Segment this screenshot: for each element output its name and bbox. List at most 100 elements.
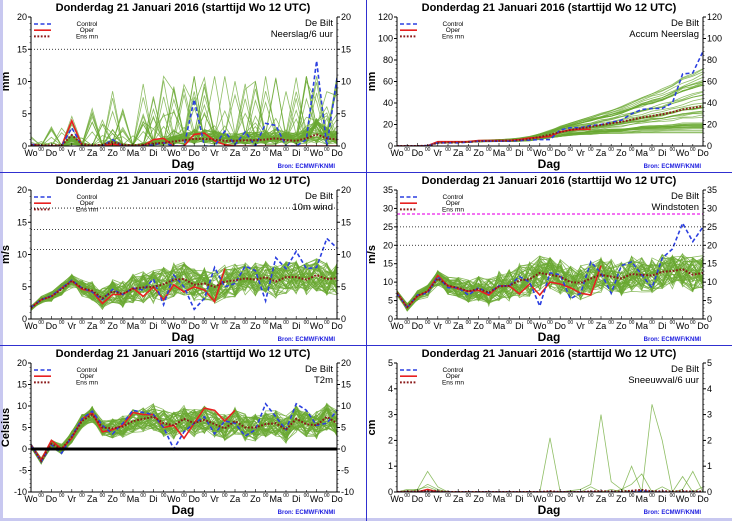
y-tick-label-right: 10 xyxy=(341,77,351,87)
x-hour-label: 00 xyxy=(242,493,248,499)
x-day-label: Za xyxy=(453,321,464,331)
x-day-label: Do xyxy=(554,148,566,158)
x-day-label: Vr xyxy=(210,321,219,331)
x-day-label: Zo xyxy=(473,494,484,504)
y-tick-label-right: 5 xyxy=(707,358,712,368)
x-day-label: Wo xyxy=(24,494,37,504)
chart-title: Donderdag 21 Januari 2016 (starttijd Wo … xyxy=(56,2,311,14)
legend-label: Ens mn xyxy=(442,206,464,213)
x-hour-label: 00 xyxy=(202,147,208,153)
x-hour-label: 00 xyxy=(547,320,553,326)
x-hour-label: 00 xyxy=(404,320,410,326)
chart-panel-snow: Donderdag 21 Januari 2016 (starttijd Wo … xyxy=(366,346,732,519)
panel-divider-row1 xyxy=(0,172,732,173)
x-hour-label: 00 xyxy=(670,493,676,499)
x-hour-label: 00 xyxy=(445,320,451,326)
legend-label: Ens mn xyxy=(76,33,98,40)
ens-mean-line xyxy=(397,268,703,309)
x-hour-label: 00 xyxy=(324,493,330,499)
y-axis-label: m/s xyxy=(0,245,12,264)
x-axis-label: Dag xyxy=(538,330,561,344)
chart-title: Donderdag 21 Januari 2016 (starttijd Wo … xyxy=(422,2,677,14)
y-tick-label-left: 0 xyxy=(388,141,393,151)
x-day-label: Wo xyxy=(533,148,546,158)
x-day-label: Vr xyxy=(576,321,585,331)
x-hour-label: 00 xyxy=(506,147,512,153)
x-day-label: Zo xyxy=(473,321,484,331)
x-day-label: Do xyxy=(697,148,709,158)
y-tick-label-left: 25 xyxy=(383,222,393,232)
chart-title: Donderdag 21 Januari 2016 (starttijd Wo … xyxy=(422,175,677,187)
x-hour-label: 00 xyxy=(59,147,65,153)
x-hour-label: 00 xyxy=(100,147,106,153)
x-hour-label: 00 xyxy=(202,320,208,326)
y-tick-label-left: 10 xyxy=(17,250,27,260)
x-day-label: Zo xyxy=(250,494,261,504)
x-hour-label: 00 xyxy=(588,147,594,153)
x-day-label: Ma xyxy=(127,148,140,158)
x-day-label: Ma xyxy=(493,148,506,158)
x-hour-label: 00 xyxy=(649,493,655,499)
y-tick-label-left: 35 xyxy=(383,185,393,195)
x-hour-label: 00 xyxy=(425,147,431,153)
y-tick-label-right: 20 xyxy=(341,185,351,195)
x-hour-label: 00 xyxy=(608,320,614,326)
legend-label: Control xyxy=(443,367,465,374)
ensemble-member-line xyxy=(397,414,703,492)
x-day-label: Ma xyxy=(127,494,140,504)
x-hour-label: 00 xyxy=(568,320,574,326)
x-day-label: Ma xyxy=(270,148,283,158)
y-tick-label-left: 30 xyxy=(383,203,393,213)
y-tick-label-right: 15 xyxy=(341,380,351,390)
x-hour-label: 00 xyxy=(568,147,574,153)
y-tick-label-left: 20 xyxy=(17,358,27,368)
y-tick-label-right: 5 xyxy=(341,423,346,433)
chart-title: Donderdag 21 Januari 2016 (starttijd Wo … xyxy=(56,175,311,187)
x-day-label: Zo xyxy=(250,148,261,158)
x-day-label: Vr xyxy=(433,321,442,331)
x-day-label: Ma xyxy=(493,494,506,504)
x-day-label: Wo xyxy=(390,494,403,504)
y-tick-label-right: 20 xyxy=(341,358,351,368)
x-hour-label: 00 xyxy=(161,493,167,499)
legend-label: Oper xyxy=(80,200,95,207)
plot-area xyxy=(31,402,337,465)
x-day-label: Za xyxy=(230,148,241,158)
y-tick-label-left: 10 xyxy=(17,401,27,411)
x-day-label: Di xyxy=(658,148,667,158)
x-hour-label: 00 xyxy=(547,147,553,153)
x-day-label: Wo xyxy=(310,494,323,504)
x-hour-label: 00 xyxy=(324,320,330,326)
source-label: Bron: ECMWF/KNMI xyxy=(644,337,702,343)
chart-svg-gusts: Donderdag 21 Januari 2016 (starttijd Wo … xyxy=(366,175,717,344)
chart-panel-wind10m: Donderdag 21 Januari 2016 (starttijd Wo … xyxy=(0,173,366,346)
x-hour-label: 00 xyxy=(304,320,310,326)
x-day-label: Wo xyxy=(310,321,323,331)
x-day-label: Vr xyxy=(433,148,442,158)
y-tick-label-right: 5 xyxy=(341,282,346,292)
x-hour-label: 00 xyxy=(486,320,492,326)
legend-label: Control xyxy=(443,21,465,28)
chart-panel-t2m: Donderdag 21 Januari 2016 (starttijd Wo … xyxy=(0,346,366,519)
ensemble-member-line xyxy=(397,437,703,492)
y-tick-label-left: 5 xyxy=(22,282,27,292)
x-day-label: Wo xyxy=(676,148,689,158)
x-hour-label: 00 xyxy=(222,320,228,326)
y-tick-label-left: 100 xyxy=(378,34,393,44)
x-day-label: Ma xyxy=(636,321,649,331)
x-axis-label: Dag xyxy=(172,157,195,171)
y-tick-label-left: 0 xyxy=(22,141,27,151)
y-tick-label-right: 5 xyxy=(707,296,712,306)
y-tick-label-right: 15 xyxy=(341,44,351,54)
x-hour-label: 00 xyxy=(161,147,167,153)
x-hour-label: 00 xyxy=(222,147,228,153)
x-hour-label: 00 xyxy=(608,147,614,153)
ensemble-member-line xyxy=(397,255,703,305)
x-day-label: Ma xyxy=(636,494,649,504)
x-hour-label: 00 xyxy=(120,493,126,499)
x-day-label: Zo xyxy=(107,148,118,158)
x-day-label: Do xyxy=(188,148,200,158)
ensemble-member-line xyxy=(31,407,337,465)
x-hour-label: 00 xyxy=(608,493,614,499)
